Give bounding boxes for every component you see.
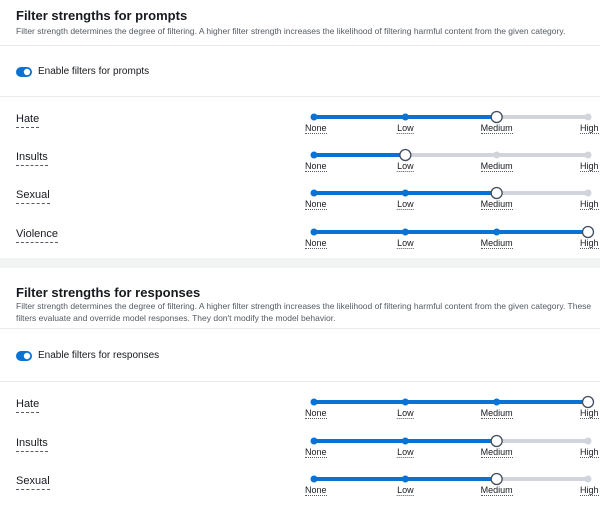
step-dot — [584, 475, 592, 483]
step-dot — [584, 189, 592, 197]
step-dot — [310, 113, 318, 121]
divider — [0, 328, 600, 329]
slider-thumb[interactable] — [490, 186, 503, 200]
step-dot — [401, 228, 409, 236]
step-dot — [310, 228, 318, 236]
filter-name: Hate — [16, 113, 40, 128]
level-label: None — [305, 123, 327, 134]
toggle-label: Enable filters for prompts — [38, 66, 150, 77]
level-label: Medium — [480, 408, 513, 419]
level-label: Low — [397, 199, 414, 210]
toggle-knob — [23, 68, 31, 76]
step-dot — [401, 113, 409, 121]
filter-name: Sexual — [16, 475, 50, 490]
section-description: Filter strength determines the degree of… — [16, 301, 592, 323]
slider-thumb[interactable] — [581, 225, 595, 239]
filter-name: Insults — [16, 151, 48, 166]
section: Filter strengths for prompts Filter stren… — [0, 0, 600, 258]
section-description: Filter strength determines the degree of… — [16, 26, 566, 36]
step-dot — [310, 151, 318, 159]
level-label: None — [305, 161, 327, 172]
step-dot — [310, 398, 318, 406]
divider — [0, 381, 600, 382]
level-label: Low — [397, 447, 414, 458]
section-title: Filter strengths for prompts — [16, 8, 188, 23]
level-label: Medium — [480, 199, 513, 210]
step-dot — [310, 189, 318, 197]
step-dot — [310, 475, 318, 483]
level-label: None — [305, 199, 327, 210]
filter-name: Insults — [16, 437, 48, 452]
level-label: None — [305, 408, 327, 419]
filter-name: Sexual — [16, 189, 50, 204]
sliders — [16, 67, 595, 239]
step-dot — [401, 189, 409, 197]
step-dot — [584, 151, 592, 159]
level-label: Medium — [480, 238, 513, 249]
slider-thumb[interactable] — [490, 472, 503, 486]
level-label: Low — [397, 161, 414, 172]
level-label: Low — [397, 238, 414, 249]
section-title: Filter strengths for responses — [16, 285, 201, 300]
level-label: High — [580, 199, 599, 210]
step-dot — [401, 437, 409, 445]
level-label: Medium — [480, 485, 513, 496]
step-dot — [493, 151, 501, 159]
filter-name: Violence — [16, 228, 58, 243]
sliders — [16, 351, 595, 486]
filter-name: Hate — [16, 398, 40, 413]
level-label: High — [580, 447, 599, 458]
level-label: High — [580, 238, 599, 249]
level-label: High — [580, 161, 599, 172]
step-dot — [401, 398, 409, 406]
step-dot — [493, 228, 501, 236]
divider — [0, 96, 600, 97]
toggle-label: Enable filters for responses — [38, 350, 160, 361]
level-label: Low — [397, 123, 414, 134]
step-dot — [310, 437, 318, 445]
divider — [0, 45, 600, 46]
step-dot — [584, 113, 592, 121]
level-label: Low — [397, 408, 414, 419]
slider-thumb[interactable] — [490, 110, 503, 124]
slider-thumb[interactable] — [490, 434, 503, 448]
step-dot — [584, 437, 592, 445]
step-dot — [493, 398, 501, 406]
level-label: None — [305, 238, 327, 249]
toggle-knob — [23, 352, 31, 360]
level-label: Medium — [480, 123, 513, 134]
slider-thumb[interactable] — [399, 148, 412, 162]
level-label: Medium — [480, 447, 513, 458]
level-label: High — [580, 408, 599, 419]
level-label: Low — [397, 485, 414, 496]
level-label: None — [305, 485, 327, 496]
level-label: High — [580, 485, 599, 496]
level-label: None — [305, 447, 327, 458]
section: Filter strengths for responses Filter str… — [0, 268, 600, 512]
step-dot — [401, 475, 409, 483]
level-label: High — [580, 123, 599, 134]
level-label: Medium — [480, 161, 513, 172]
slider-thumb[interactable] — [581, 395, 595, 409]
